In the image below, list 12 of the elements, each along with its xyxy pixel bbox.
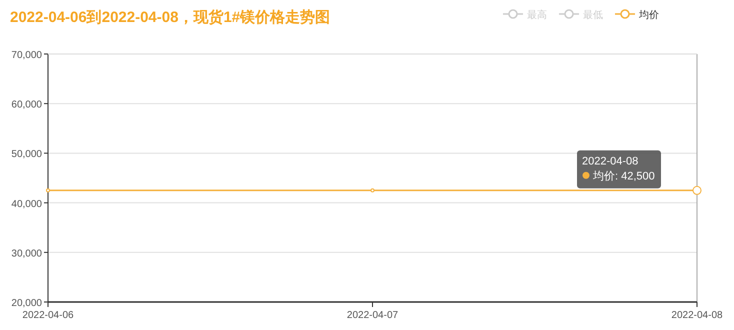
annotation: 2022-04-08 均价: 42,500 bbox=[582, 155, 655, 182]
chart-title: 2022-04-06到2022-04-08，现货1#镁价格走势图 bbox=[10, 9, 330, 26]
y-tick-label: 40,000 bbox=[11, 198, 42, 210]
y-tick-label: 30,000 bbox=[11, 248, 42, 260]
legend-label: 均价 bbox=[638, 9, 659, 21]
x-tick-label: 2022-04-08 bbox=[671, 310, 724, 321]
y-tick-label: 50,000 bbox=[11, 149, 42, 160]
x-tick-label: 2022-04-06 bbox=[22, 310, 74, 321]
y-tick-label: 70,000 bbox=[11, 50, 42, 61]
y-tick-label: 20,000 bbox=[11, 298, 42, 309]
x-tick-label: 2022-04-07 bbox=[346, 310, 399, 321]
y-tick-label: 60,000 bbox=[11, 100, 42, 111]
